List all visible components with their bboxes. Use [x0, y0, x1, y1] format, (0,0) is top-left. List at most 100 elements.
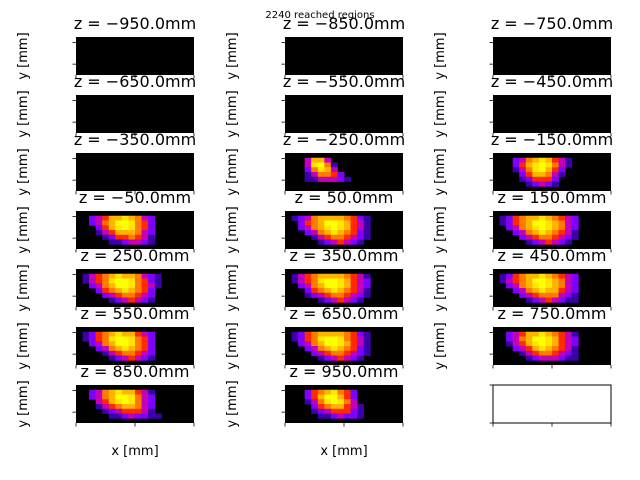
heatmap-cell: [350, 220, 358, 226]
heatmap-cell: [532, 297, 540, 303]
heatmap-cell: [311, 278, 319, 284]
y-axis-label: y [mm]: [16, 380, 31, 427]
subplot-7: y [mm] z = −350.0mm: [16, 130, 196, 196]
heatmap-cell: [128, 413, 136, 419]
heatmap-cell: [108, 288, 116, 294]
heatmap-cell: [506, 273, 514, 279]
heatmap-cell: [538, 167, 546, 173]
heatmap-cell: [538, 157, 546, 163]
heatmap-cell: [357, 346, 365, 352]
heatmap-cell: [519, 292, 527, 298]
subplot-title: z = 750.0mm: [498, 304, 607, 323]
heatmap-cell: [298, 331, 306, 337]
heatmap-cell: [519, 234, 527, 240]
heatmap-cell: [512, 341, 520, 347]
heatmap-cell: [552, 341, 559, 347]
heatmap-cell: [538, 278, 546, 284]
heatmap-cell: [506, 278, 514, 284]
heatmap-cell: [135, 292, 142, 298]
heatmap-cell: [512, 331, 520, 337]
heatmap-cell: [571, 220, 579, 226]
heatmap-cell: [363, 341, 371, 347]
heatmap-cell: [121, 341, 129, 347]
heatmap-cell: [330, 355, 338, 361]
heatmap-cell: [115, 230, 123, 236]
heatmap-cell: [337, 346, 345, 352]
heatmap-cell: [324, 297, 332, 303]
heatmap-cell: [115, 278, 123, 284]
heatmap-cell: [102, 394, 110, 400]
heatmap-cell: [538, 297, 546, 303]
heatmap-cell: [565, 225, 573, 231]
heatmap-cell: [148, 283, 156, 289]
heatmap-cell: [350, 225, 358, 231]
heatmap-cell: [108, 297, 116, 303]
heatmap-cell: [95, 331, 103, 337]
heatmap-cell: [330, 341, 338, 347]
heatmap-cell: [141, 399, 149, 405]
heatmap-cell: [558, 234, 566, 240]
heatmap-cell: [102, 389, 110, 395]
heatmap-cell: [565, 157, 573, 163]
subplot-3: y [mm] z = −750.0mm: [433, 14, 613, 80]
heatmap-cell: [121, 230, 129, 236]
heatmap-cell: [317, 331, 325, 337]
heatmap-cell: [108, 239, 116, 245]
heatmap-cell: [121, 399, 129, 405]
subplot-2: y [mm] z = −850.0mm: [225, 14, 405, 80]
heatmap-cell: [121, 215, 129, 221]
heatmap-cell: [141, 389, 149, 395]
heatmap-cell: [337, 399, 345, 405]
subplot-16: y [mm] z = 550.0mm: [16, 304, 195, 370]
heatmap-cell: [89, 278, 97, 284]
heatmap-cell: [128, 273, 136, 279]
heatmap-cell: [108, 389, 116, 395]
heatmap-background: [285, 95, 403, 133]
heatmap-cell: [357, 341, 365, 347]
heatmap-cell: [357, 215, 365, 221]
heatmap-cell: [350, 239, 358, 245]
heatmap-cell: [357, 239, 365, 245]
heatmap-cell: [532, 234, 540, 240]
subplot-13: y [mm] z = 250.0mm: [16, 246, 195, 312]
heatmap-cell: [148, 336, 156, 342]
heatmap-cell: [565, 162, 573, 168]
heatmap-cell: [344, 399, 351, 405]
heatmap-cell: [344, 278, 351, 284]
heatmap-cell: [532, 341, 540, 347]
heatmap-cell: [135, 408, 142, 414]
heatmap-cell: [330, 292, 338, 298]
heatmap-cell: [357, 297, 365, 303]
heatmap-cell: [558, 297, 566, 303]
heatmap-cell: [532, 350, 540, 356]
heatmap-cell: [128, 408, 136, 414]
heatmap-cell: [538, 239, 546, 245]
heatmap-cell: [350, 394, 358, 400]
heatmap-cell: [330, 239, 338, 245]
heatmap-cell: [532, 273, 540, 279]
subplot-9: y [mm] z = −150.0mm: [433, 130, 613, 196]
heatmap-cell: [115, 350, 123, 356]
heatmap-cell: [304, 278, 312, 284]
heatmap-cell: [82, 336, 90, 342]
heatmap-cell: [344, 355, 351, 361]
heatmap-cell: [141, 215, 149, 221]
heatmap-cell: [344, 336, 351, 342]
subplot-title: z = −50.0mm: [79, 188, 191, 207]
heatmap-cell: [108, 273, 116, 279]
heatmap-cell: [571, 292, 579, 298]
heatmap-cell: [519, 225, 527, 231]
heatmap-cell: [324, 408, 332, 414]
heatmap-cell: [565, 230, 573, 236]
heatmap-cell: [135, 394, 142, 400]
heatmap-cell: [115, 297, 123, 303]
subplot-title: z = 50.0mm: [295, 188, 394, 207]
heatmap-cell: [128, 355, 136, 361]
subplot-title: z = −150.0mm: [491, 130, 613, 149]
heatmap-cell: [363, 336, 371, 342]
heatmap-cell: [108, 234, 116, 240]
heatmap-cell: [344, 230, 351, 236]
y-axis-label: y [mm]: [16, 206, 31, 253]
heatmap-cell: [128, 288, 136, 294]
